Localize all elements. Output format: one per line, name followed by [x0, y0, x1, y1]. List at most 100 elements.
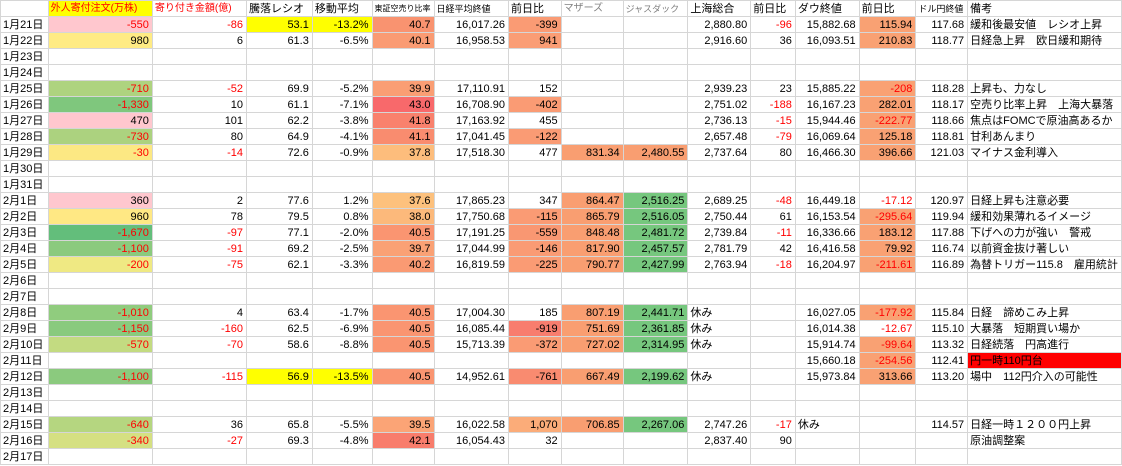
- cell[interactable]: 115.10: [915, 320, 969, 337]
- cell[interactable]: [311, 448, 373, 465]
- cell[interactable]: 115.94: [858, 16, 917, 33]
- date-cell[interactable]: 2月16日: [0, 432, 49, 449]
- cell[interactable]: [246, 448, 313, 465]
- cell[interactable]: [311, 160, 373, 177]
- cell[interactable]: [246, 384, 313, 401]
- cell[interactable]: -115: [507, 208, 562, 225]
- cell[interactable]: -559: [507, 224, 562, 241]
- cell[interactable]: 16,416.58: [794, 240, 860, 257]
- cell[interactable]: -177.92: [858, 304, 917, 321]
- cell[interactable]: [47, 384, 153, 401]
- cell[interactable]: [622, 400, 689, 417]
- cell[interactable]: -402: [507, 96, 562, 113]
- cell[interactable]: -115: [151, 368, 248, 385]
- cell[interactable]: [507, 272, 562, 289]
- cell[interactable]: -188: [750, 96, 796, 113]
- cell[interactable]: 282.01: [858, 96, 917, 113]
- cell[interactable]: -52: [151, 80, 248, 97]
- remark-cell[interactable]: 甘利あんまり: [967, 128, 1122, 145]
- cell[interactable]: [750, 368, 796, 385]
- cell[interactable]: [622, 32, 689, 49]
- remark-cell[interactable]: 日経上昇も注意必要: [967, 192, 1122, 209]
- cell[interactable]: 16,085.44: [433, 320, 509, 337]
- cell[interactable]: -5.2%: [311, 80, 373, 97]
- header-cell[interactable]: 寄り付き金額(億): [151, 0, 248, 17]
- cell[interactable]: 183.12: [858, 224, 917, 241]
- cell[interactable]: [622, 80, 689, 97]
- cell[interactable]: [687, 272, 752, 289]
- cell[interactable]: 848.48: [560, 224, 624, 241]
- cell[interactable]: [915, 272, 969, 289]
- cell[interactable]: [311, 400, 373, 417]
- date-cell[interactable]: 2月2日: [0, 208, 49, 225]
- cell[interactable]: 118.66: [915, 112, 969, 129]
- cell[interactable]: -6.9%: [311, 320, 373, 337]
- cell[interactable]: 118.77: [915, 32, 969, 49]
- cell[interactable]: 477: [507, 144, 562, 161]
- cell[interactable]: [560, 112, 624, 129]
- cell[interactable]: -254.56: [858, 352, 917, 369]
- cell[interactable]: 807.19: [560, 304, 624, 321]
- cell[interactable]: -91: [151, 240, 248, 257]
- cell[interactable]: 817.90: [560, 240, 624, 257]
- cell[interactable]: [47, 160, 153, 177]
- cell[interactable]: -640: [47, 416, 153, 433]
- cell[interactable]: [794, 176, 860, 193]
- cell[interactable]: 80: [750, 144, 796, 161]
- remark-cell[interactable]: 日経 諦めこみ上昇: [967, 304, 1122, 321]
- cell[interactable]: -17.12: [858, 192, 917, 209]
- cell[interactable]: [750, 384, 796, 401]
- cell[interactable]: [246, 272, 313, 289]
- cell[interactable]: [311, 352, 373, 369]
- cell[interactable]: [433, 176, 509, 193]
- remark-cell[interactable]: [967, 64, 1122, 81]
- cell[interactable]: 40.5: [371, 368, 435, 385]
- cell[interactable]: 41.8: [371, 112, 435, 129]
- cell[interactable]: 17,518.30: [433, 144, 509, 161]
- cell[interactable]: -13.2%: [311, 16, 373, 33]
- cell[interactable]: -160: [151, 320, 248, 337]
- cell[interactable]: [750, 64, 796, 81]
- date-cell[interactable]: 2月9日: [0, 320, 49, 337]
- cell[interactable]: [858, 176, 917, 193]
- cell[interactable]: 62.1: [246, 256, 313, 273]
- cell[interactable]: 16,014.38: [794, 320, 860, 337]
- date-cell[interactable]: 1月28日: [0, 128, 49, 145]
- remark-cell[interactable]: [967, 160, 1122, 177]
- cell[interactable]: 17,041.45: [433, 128, 509, 145]
- cell[interactable]: [560, 48, 624, 65]
- cell[interactable]: [560, 176, 624, 193]
- date-cell[interactable]: 1月29日: [0, 144, 49, 161]
- cell[interactable]: 40.2: [371, 256, 435, 273]
- cell[interactable]: 152: [507, 80, 562, 97]
- cell[interactable]: 2,736.13: [687, 112, 752, 129]
- cell[interactable]: 112.41: [915, 352, 969, 369]
- remark-cell[interactable]: 円一時110円台: [967, 352, 1122, 369]
- cell[interactable]: -208: [858, 80, 917, 97]
- cell[interactable]: [858, 448, 917, 465]
- cell[interactable]: 39.7: [371, 240, 435, 257]
- cell[interactable]: [433, 272, 509, 289]
- remark-cell[interactable]: 為替トリガー115.8 雇用統計: [967, 256, 1122, 273]
- cell[interactable]: [858, 48, 917, 65]
- cell[interactable]: 117.88: [915, 224, 969, 241]
- cell[interactable]: [750, 304, 796, 321]
- header-cell[interactable]: 前日比: [750, 0, 796, 17]
- cell[interactable]: -730: [47, 128, 153, 145]
- cell[interactable]: 77.1: [246, 224, 313, 241]
- cell[interactable]: 2: [151, 192, 248, 209]
- cell[interactable]: 1.2%: [311, 192, 373, 209]
- cell[interactable]: 113.32: [915, 336, 969, 353]
- cell[interactable]: -8.8%: [311, 336, 373, 353]
- cell[interactable]: [246, 400, 313, 417]
- cell[interactable]: [560, 384, 624, 401]
- cell[interactable]: 79.5: [246, 208, 313, 225]
- cell[interactable]: [858, 416, 917, 433]
- cell[interactable]: [311, 64, 373, 81]
- cell[interactable]: 16,022.58: [433, 416, 509, 433]
- cell[interactable]: 115.84: [915, 304, 969, 321]
- date-cell[interactable]: 2月10日: [0, 336, 49, 353]
- header-cell[interactable]: [0, 0, 49, 17]
- remark-cell[interactable]: 日経急上昇 欧日緩和期待: [967, 32, 1122, 49]
- cell[interactable]: [151, 448, 248, 465]
